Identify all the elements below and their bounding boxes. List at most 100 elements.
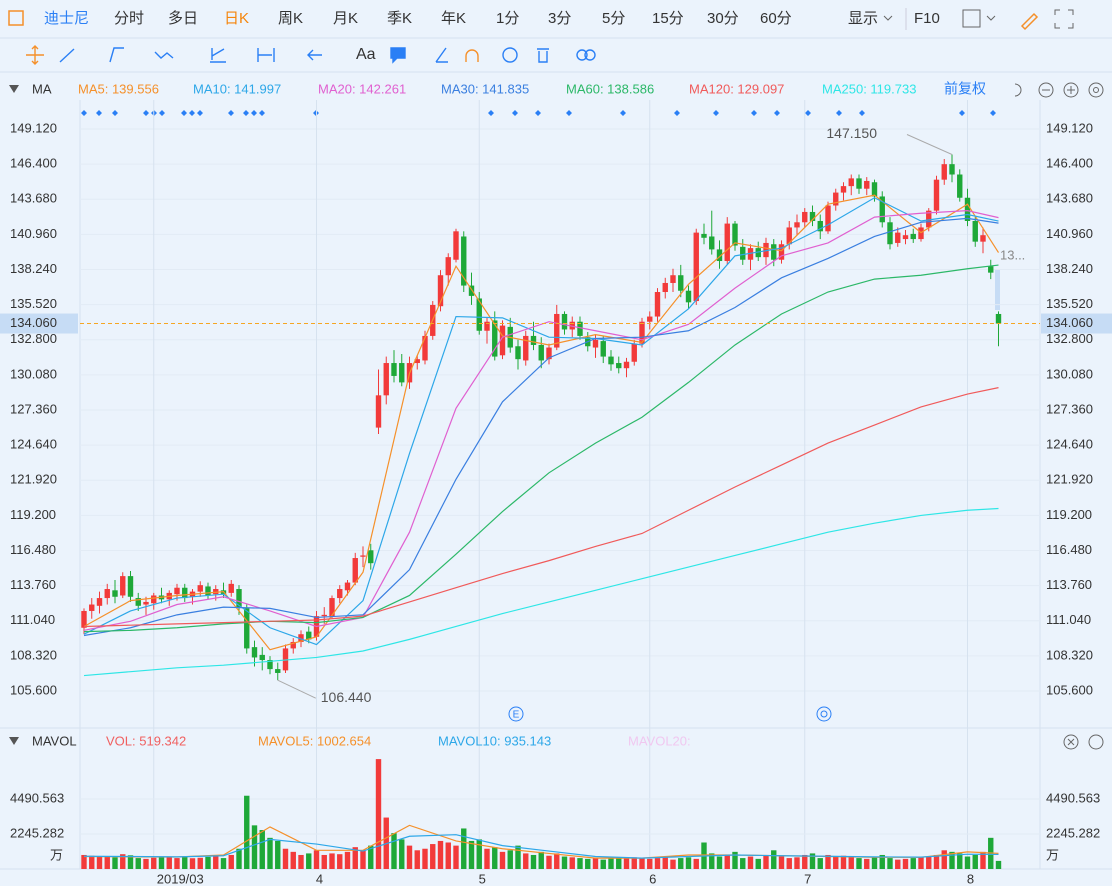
close-button[interactable] xyxy=(1063,734,1079,750)
candle-body xyxy=(592,339,599,348)
volume-bar xyxy=(716,856,723,869)
fib-tool[interactable] xyxy=(210,48,226,63)
volume-bar xyxy=(763,854,769,869)
y-tick-label: 116.480 xyxy=(10,542,56,557)
volume-bar xyxy=(647,858,653,869)
collapse-icon[interactable] xyxy=(9,85,19,93)
menu-icon[interactable] xyxy=(8,10,24,26)
fullscreen-button[interactable] xyxy=(1054,9,1074,29)
draw-button[interactable] xyxy=(1020,12,1039,31)
range-tool[interactable] xyxy=(257,48,275,62)
text-tool[interactable]: Aa xyxy=(356,46,376,63)
period-tab[interactable]: 5分 xyxy=(602,10,625,27)
volume-bar xyxy=(623,858,630,869)
candle-body xyxy=(236,589,242,608)
candle-body xyxy=(135,598,141,606)
adjust-mode[interactable]: 前复权 xyxy=(944,81,986,97)
channel-tool[interactable] xyxy=(109,47,124,63)
collapse-icon[interactable] xyxy=(9,737,19,745)
period-tab[interactable]: 3分 xyxy=(548,10,571,27)
volume-bar xyxy=(569,857,575,869)
volume-bar xyxy=(375,759,382,869)
y-tick-label: 143.680 xyxy=(10,191,57,206)
candle-body xyxy=(678,275,684,291)
candle-body xyxy=(282,648,289,671)
display-menu[interactable]: 显示 xyxy=(848,10,878,27)
volume-bar xyxy=(825,854,831,869)
layout-button[interactable] xyxy=(962,9,981,28)
wave-tool[interactable] xyxy=(154,51,174,59)
volume-bar xyxy=(933,854,940,869)
volume-bar xyxy=(732,851,738,869)
stock-name[interactable]: 迪士尼 xyxy=(44,10,89,27)
earnings-icon[interactable] xyxy=(508,706,524,722)
candle-body xyxy=(662,282,668,293)
volume-bar xyxy=(298,854,304,869)
volume-bar xyxy=(414,850,420,869)
y-tick-label: 121.920 xyxy=(10,472,57,487)
period-tab[interactable]: 30分 xyxy=(707,10,739,27)
period-tab[interactable]: 日K xyxy=(224,10,249,27)
vol-legend: VOL: 519.342 xyxy=(106,733,186,748)
reset-button[interactable] xyxy=(1014,83,1022,97)
chevron xyxy=(883,15,893,21)
period-tab[interactable]: 1分 xyxy=(496,10,519,27)
candle-body xyxy=(647,316,653,322)
delete-tool[interactable] xyxy=(537,48,549,63)
candle-body xyxy=(515,346,521,360)
ma-line xyxy=(83,824,999,859)
candle-body xyxy=(422,335,428,361)
period-tab[interactable]: 多日 xyxy=(168,10,198,27)
period-tab[interactable]: 15分 xyxy=(652,10,684,27)
y-tick-label: 149.120 xyxy=(10,120,57,135)
volume-bar xyxy=(592,858,599,869)
settings[interactable] xyxy=(1088,82,1104,98)
y-tick-label: 138.240 xyxy=(10,261,57,276)
volume-bar xyxy=(631,857,637,869)
candle-body xyxy=(693,232,699,302)
period-tab[interactable]: 月K xyxy=(333,10,358,27)
candle-body xyxy=(577,321,583,336)
candle-body xyxy=(639,321,645,344)
period-tab[interactable]: 60分 xyxy=(760,10,792,27)
overlay-tool[interactable] xyxy=(584,49,596,61)
magnet-tool[interactable] xyxy=(465,49,479,62)
candle-body xyxy=(414,359,420,364)
candle-body xyxy=(182,587,188,599)
note-tool[interactable] xyxy=(390,47,406,64)
annotation-leader xyxy=(906,134,953,155)
line-tool[interactable] xyxy=(59,48,75,63)
ma-legend: MA120: 129.097 xyxy=(689,81,784,96)
f10-button[interactable]: F10 xyxy=(914,10,940,27)
volume-bar xyxy=(910,858,916,869)
y-tick-label: 132.800 xyxy=(10,331,57,346)
x-tick-label: 4 xyxy=(316,871,323,886)
candle-body xyxy=(554,313,560,348)
volume-bar xyxy=(89,855,95,869)
volume-bar xyxy=(368,845,374,869)
move-tool[interactable] xyxy=(26,45,44,65)
volume-bar xyxy=(515,845,521,869)
y-tick-label: 111.040 xyxy=(1046,612,1091,627)
news-icon[interactable] xyxy=(816,706,832,722)
overlay-tool[interactable] xyxy=(576,49,588,61)
arrow-tool[interactable] xyxy=(307,49,322,61)
candle-body xyxy=(879,196,885,223)
zoom-out[interactable] xyxy=(1038,82,1054,98)
candle-body xyxy=(771,244,777,260)
settings[interactable] xyxy=(1088,734,1104,750)
ma-line xyxy=(83,507,999,677)
hide-tool[interactable] xyxy=(502,47,518,63)
volume-bar xyxy=(135,858,141,869)
candle-body xyxy=(972,220,978,242)
period-tab[interactable]: 季K xyxy=(387,10,412,27)
period-tab[interactable]: 分时 xyxy=(114,10,144,27)
volume-bar xyxy=(104,856,110,869)
angle-tool[interactable] xyxy=(435,47,448,63)
candle-body xyxy=(871,182,878,197)
candle-body xyxy=(856,178,862,189)
period-tab[interactable]: 周K xyxy=(278,10,303,27)
period-tab[interactable]: 年K xyxy=(441,10,466,27)
zoom-in[interactable] xyxy=(1063,82,1079,98)
